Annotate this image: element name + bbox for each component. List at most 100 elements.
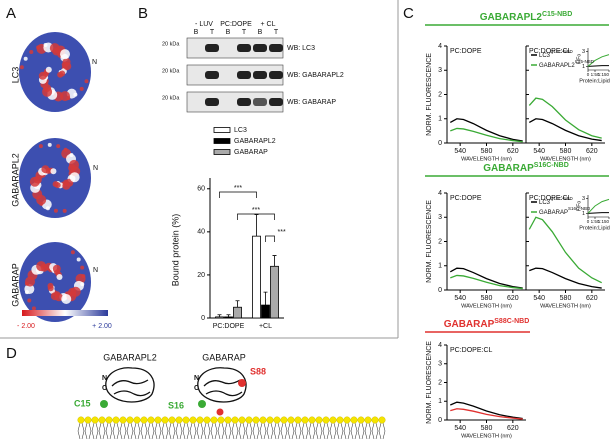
inset-line (587, 198, 610, 214)
inset-y-label: F/Fo (576, 54, 582, 64)
x-tick-label: 540 (533, 295, 545, 302)
y-tick-label: 20 (197, 272, 205, 279)
panel-label: B (138, 5, 148, 22)
lipid-tail (245, 422, 253, 440)
surface-patch (70, 250, 75, 255)
lipid-tail (203, 422, 211, 440)
lipid-head (203, 416, 211, 424)
surface-patch (29, 176, 40, 187)
x-axis-label: WAVELENGTH (nm) (540, 156, 591, 162)
blot-label: WB: GABARAPL2 (287, 72, 344, 79)
size-marker: 20 kDa (162, 41, 180, 47)
surface-patch (36, 261, 47, 272)
terminus: N (194, 375, 199, 382)
inset-y-tick-label: 1 (582, 211, 585, 217)
lipid-head (357, 416, 365, 424)
legend-label: LC3 (234, 127, 247, 134)
spectrum-line (450, 408, 523, 420)
legend-swatch (213, 149, 231, 155)
surface-patch (63, 147, 68, 152)
lane: B (194, 29, 199, 36)
x-tick-label: 540 (533, 148, 545, 155)
band (205, 71, 219, 79)
y-tick-label: 3 (438, 214, 442, 221)
lipid-tail (98, 422, 106, 440)
lipid-tail (322, 422, 330, 440)
protein-name: GABARAPL2 (10, 153, 20, 207)
inset-x-label: Protein:Lipid (579, 225, 610, 231)
significance-bracket (265, 235, 275, 242)
surface-patch (80, 282, 85, 287)
band (237, 98, 251, 106)
surface-patch (52, 181, 59, 188)
band (269, 44, 283, 52)
surface-patch (73, 92, 78, 97)
lipid-tail (364, 422, 372, 440)
inset-y-tick-label: 3 (582, 49, 585, 55)
surface-patch (29, 49, 34, 54)
surface-patch (80, 265, 85, 270)
inset-x-tick-label: 0 (587, 219, 590, 224)
spectrum-line (450, 401, 523, 420)
significance: *** (278, 229, 286, 236)
blot-strip (186, 91, 284, 113)
lipid-tail (336, 422, 344, 440)
lipid-tail (280, 422, 288, 440)
legend-label-main: GABARAP (539, 210, 568, 216)
terminus: N (102, 375, 107, 382)
lipid-head (189, 416, 197, 424)
x-tick-label: 540 (454, 425, 466, 432)
lipid-head (322, 416, 330, 424)
lipid-tail (238, 422, 246, 440)
residue-label: C15 (74, 398, 91, 408)
lipid-head (161, 416, 169, 424)
lipid-head (350, 416, 358, 424)
significance-bracket (219, 191, 257, 198)
lipid-head (280, 416, 288, 424)
y-tick-label: 1 (438, 263, 442, 270)
surface-patch (53, 208, 58, 213)
bar (261, 304, 270, 319)
x-tick-label: 620 (586, 295, 598, 302)
legend-label-sup: S16C-NBD (568, 206, 591, 211)
protein-surfaces (19, 32, 91, 322)
band (269, 98, 283, 106)
lipid-tail (119, 422, 127, 440)
plot-title-sup: C15-NBD (542, 11, 572, 18)
lipid-head (252, 416, 260, 424)
surface-patch (43, 42, 48, 47)
spectrum-line (450, 274, 523, 290)
lipid-tail (210, 422, 218, 440)
membrane (77, 416, 386, 440)
x-tick-label: 580 (560, 148, 572, 155)
legend-label-main: GABARAPL2 (539, 63, 575, 69)
lipid-tail (224, 422, 232, 440)
protein-name: LC3 (10, 67, 20, 84)
lipid-head (238, 416, 246, 424)
panel-label: C (403, 5, 414, 22)
x-tick-label: 620 (507, 425, 519, 432)
bar (252, 235, 261, 319)
color-scale (22, 310, 108, 316)
y-tick-label: 2 (438, 379, 442, 386)
spectrum-line (528, 118, 602, 142)
x-axis-label: WAVELENGTH (nm) (461, 156, 512, 162)
surface-patch (56, 144, 61, 149)
legend-label-sup: Q15C-NBD (550, 49, 574, 54)
plot-title-main: GABARAP (444, 319, 495, 330)
y-axis-label: NORM. FLUORESCENCE (426, 53, 433, 136)
band (205, 98, 219, 106)
surface-patch (23, 56, 28, 61)
x-tick-label: 580 (481, 425, 493, 432)
y-tick-label: 0 (201, 315, 205, 322)
y-tick-label: 1 (438, 116, 442, 123)
inset-x-tick-label: 1:150 (598, 219, 610, 224)
error-bar (263, 291, 268, 306)
lipid-tail (371, 422, 379, 440)
lipid-tail (273, 422, 281, 440)
surface-patch (27, 298, 32, 303)
size-marker: 20 kDa (162, 68, 180, 74)
protein-cartoon (105, 367, 247, 403)
lipid-head (343, 416, 351, 424)
plot-title: GABARAPL2C15-NBD (480, 11, 573, 23)
